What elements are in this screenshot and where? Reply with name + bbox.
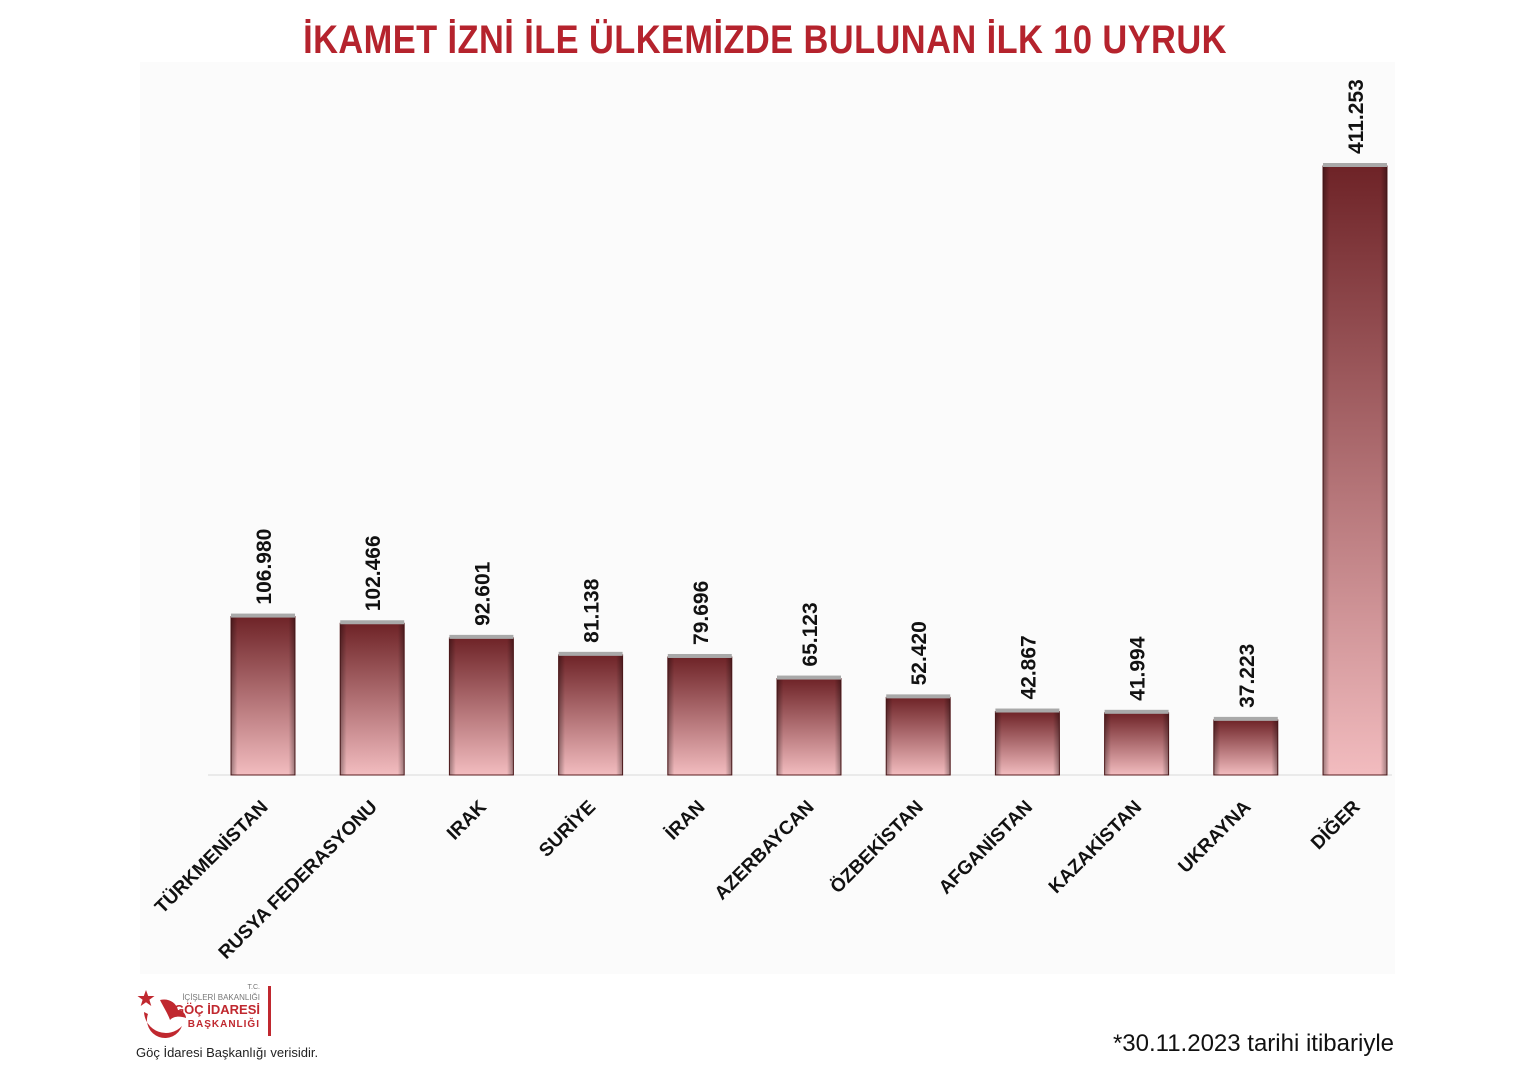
- date-note: *30.11.2023 tarihi itibariyle: [1112, 1030, 1394, 1057]
- source-note: Göç İdaresi Başkanlığı verisidir.: [136, 1045, 319, 1060]
- bar-shading: [449, 637, 514, 775]
- bar-shading: [777, 678, 841, 775]
- category-label: İRAN: [662, 797, 710, 845]
- plot-area: [140, 62, 1395, 974]
- data-label: 37.223: [1236, 644, 1259, 708]
- logo-agency-text: GÖÇ İDARESİ: [174, 1002, 260, 1017]
- bar-cap: [1213, 716, 1278, 721]
- bar: [994, 708, 1060, 776]
- logo-divider: [268, 986, 271, 1036]
- category-label: UKRAYNA: [1175, 796, 1256, 877]
- bar-cap: [231, 613, 295, 618]
- bar: [1104, 709, 1170, 776]
- bar-cap: [667, 653, 732, 658]
- bar-cap: [995, 708, 1060, 713]
- data-label: 41.994: [1127, 636, 1150, 701]
- category-label: ÖZBEKİSTAN: [827, 797, 928, 898]
- bar-shading: [1104, 712, 1169, 775]
- bar-shading: [231, 616, 295, 775]
- bar-shading: [1213, 719, 1278, 775]
- data-label: 42.867: [1017, 635, 1040, 699]
- data-label: 92.601: [471, 561, 494, 626]
- bar-shading: [1323, 166, 1387, 775]
- logo-ministry-text: İÇİŞLERİ BAKANLIĞI: [182, 993, 260, 1002]
- bar: [1213, 716, 1279, 776]
- category-label: IRAK: [443, 796, 491, 844]
- bar: [667, 653, 733, 776]
- bar: [339, 620, 405, 776]
- category-label: DİĞER: [1306, 796, 1364, 854]
- bar: [776, 675, 842, 776]
- logo-department-text: BAŞKANLIĞI: [187, 1019, 260, 1030]
- logo-tc-text: T.C.: [247, 984, 260, 991]
- category-label: AZERBAYCAN: [711, 797, 819, 905]
- bar-cap: [886, 694, 951, 699]
- bar-cap: [558, 651, 623, 656]
- category-label: TÜRKMENİSTAN: [151, 797, 272, 918]
- data-label: 106.980: [253, 529, 276, 605]
- bar-cap: [340, 620, 405, 625]
- bar: [1322, 163, 1388, 776]
- bar: [558, 651, 624, 776]
- data-label: 79.696: [690, 581, 713, 645]
- bar-shading: [886, 697, 951, 775]
- bar-cap: [777, 675, 841, 680]
- data-label: 52.420: [908, 621, 931, 685]
- category-label: SURİYE: [535, 797, 600, 862]
- data-label: 65.123: [799, 602, 822, 666]
- data-label: 411.253: [1345, 79, 1368, 154]
- category-label: AFGANİSTAN: [935, 797, 1037, 899]
- bar: [230, 613, 296, 776]
- bar-shading: [558, 654, 623, 775]
- bar-cap: [1323, 163, 1387, 167]
- bar-shading: [340, 623, 405, 775]
- chart-title: İKAMET İZNİ İLE ÜLKEMİZDE BULUNAN İLK 10…: [303, 18, 1227, 62]
- bar-shading: [667, 656, 732, 775]
- data-label: 102.466: [362, 535, 385, 611]
- bar-shading: [995, 711, 1060, 775]
- data-label: 81.138: [581, 578, 604, 643]
- bar: [885, 694, 951, 776]
- category-label: KAZAKİSTAN: [1045, 797, 1146, 898]
- crescent-star-bird-icon: [137, 990, 186, 1039]
- bar-cap: [449, 634, 514, 639]
- bar: [448, 634, 514, 776]
- bar-cap: [1104, 709, 1169, 714]
- goc-idaresi-logo: T.C. İÇİŞLERİ BAKANLIĞI GÖÇ İDARESİ BAŞK…: [134, 984, 284, 1040]
